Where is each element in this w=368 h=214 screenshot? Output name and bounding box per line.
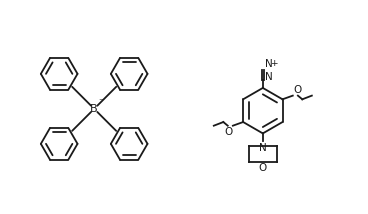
Text: O: O [224, 127, 232, 137]
Text: O: O [259, 163, 267, 173]
Text: ⁻: ⁻ [98, 98, 103, 108]
Text: N: N [259, 143, 267, 153]
Text: N: N [265, 72, 273, 82]
Text: +: + [270, 59, 278, 68]
Text: B: B [91, 104, 98, 114]
Text: O: O [294, 85, 302, 95]
Text: N: N [265, 59, 273, 69]
